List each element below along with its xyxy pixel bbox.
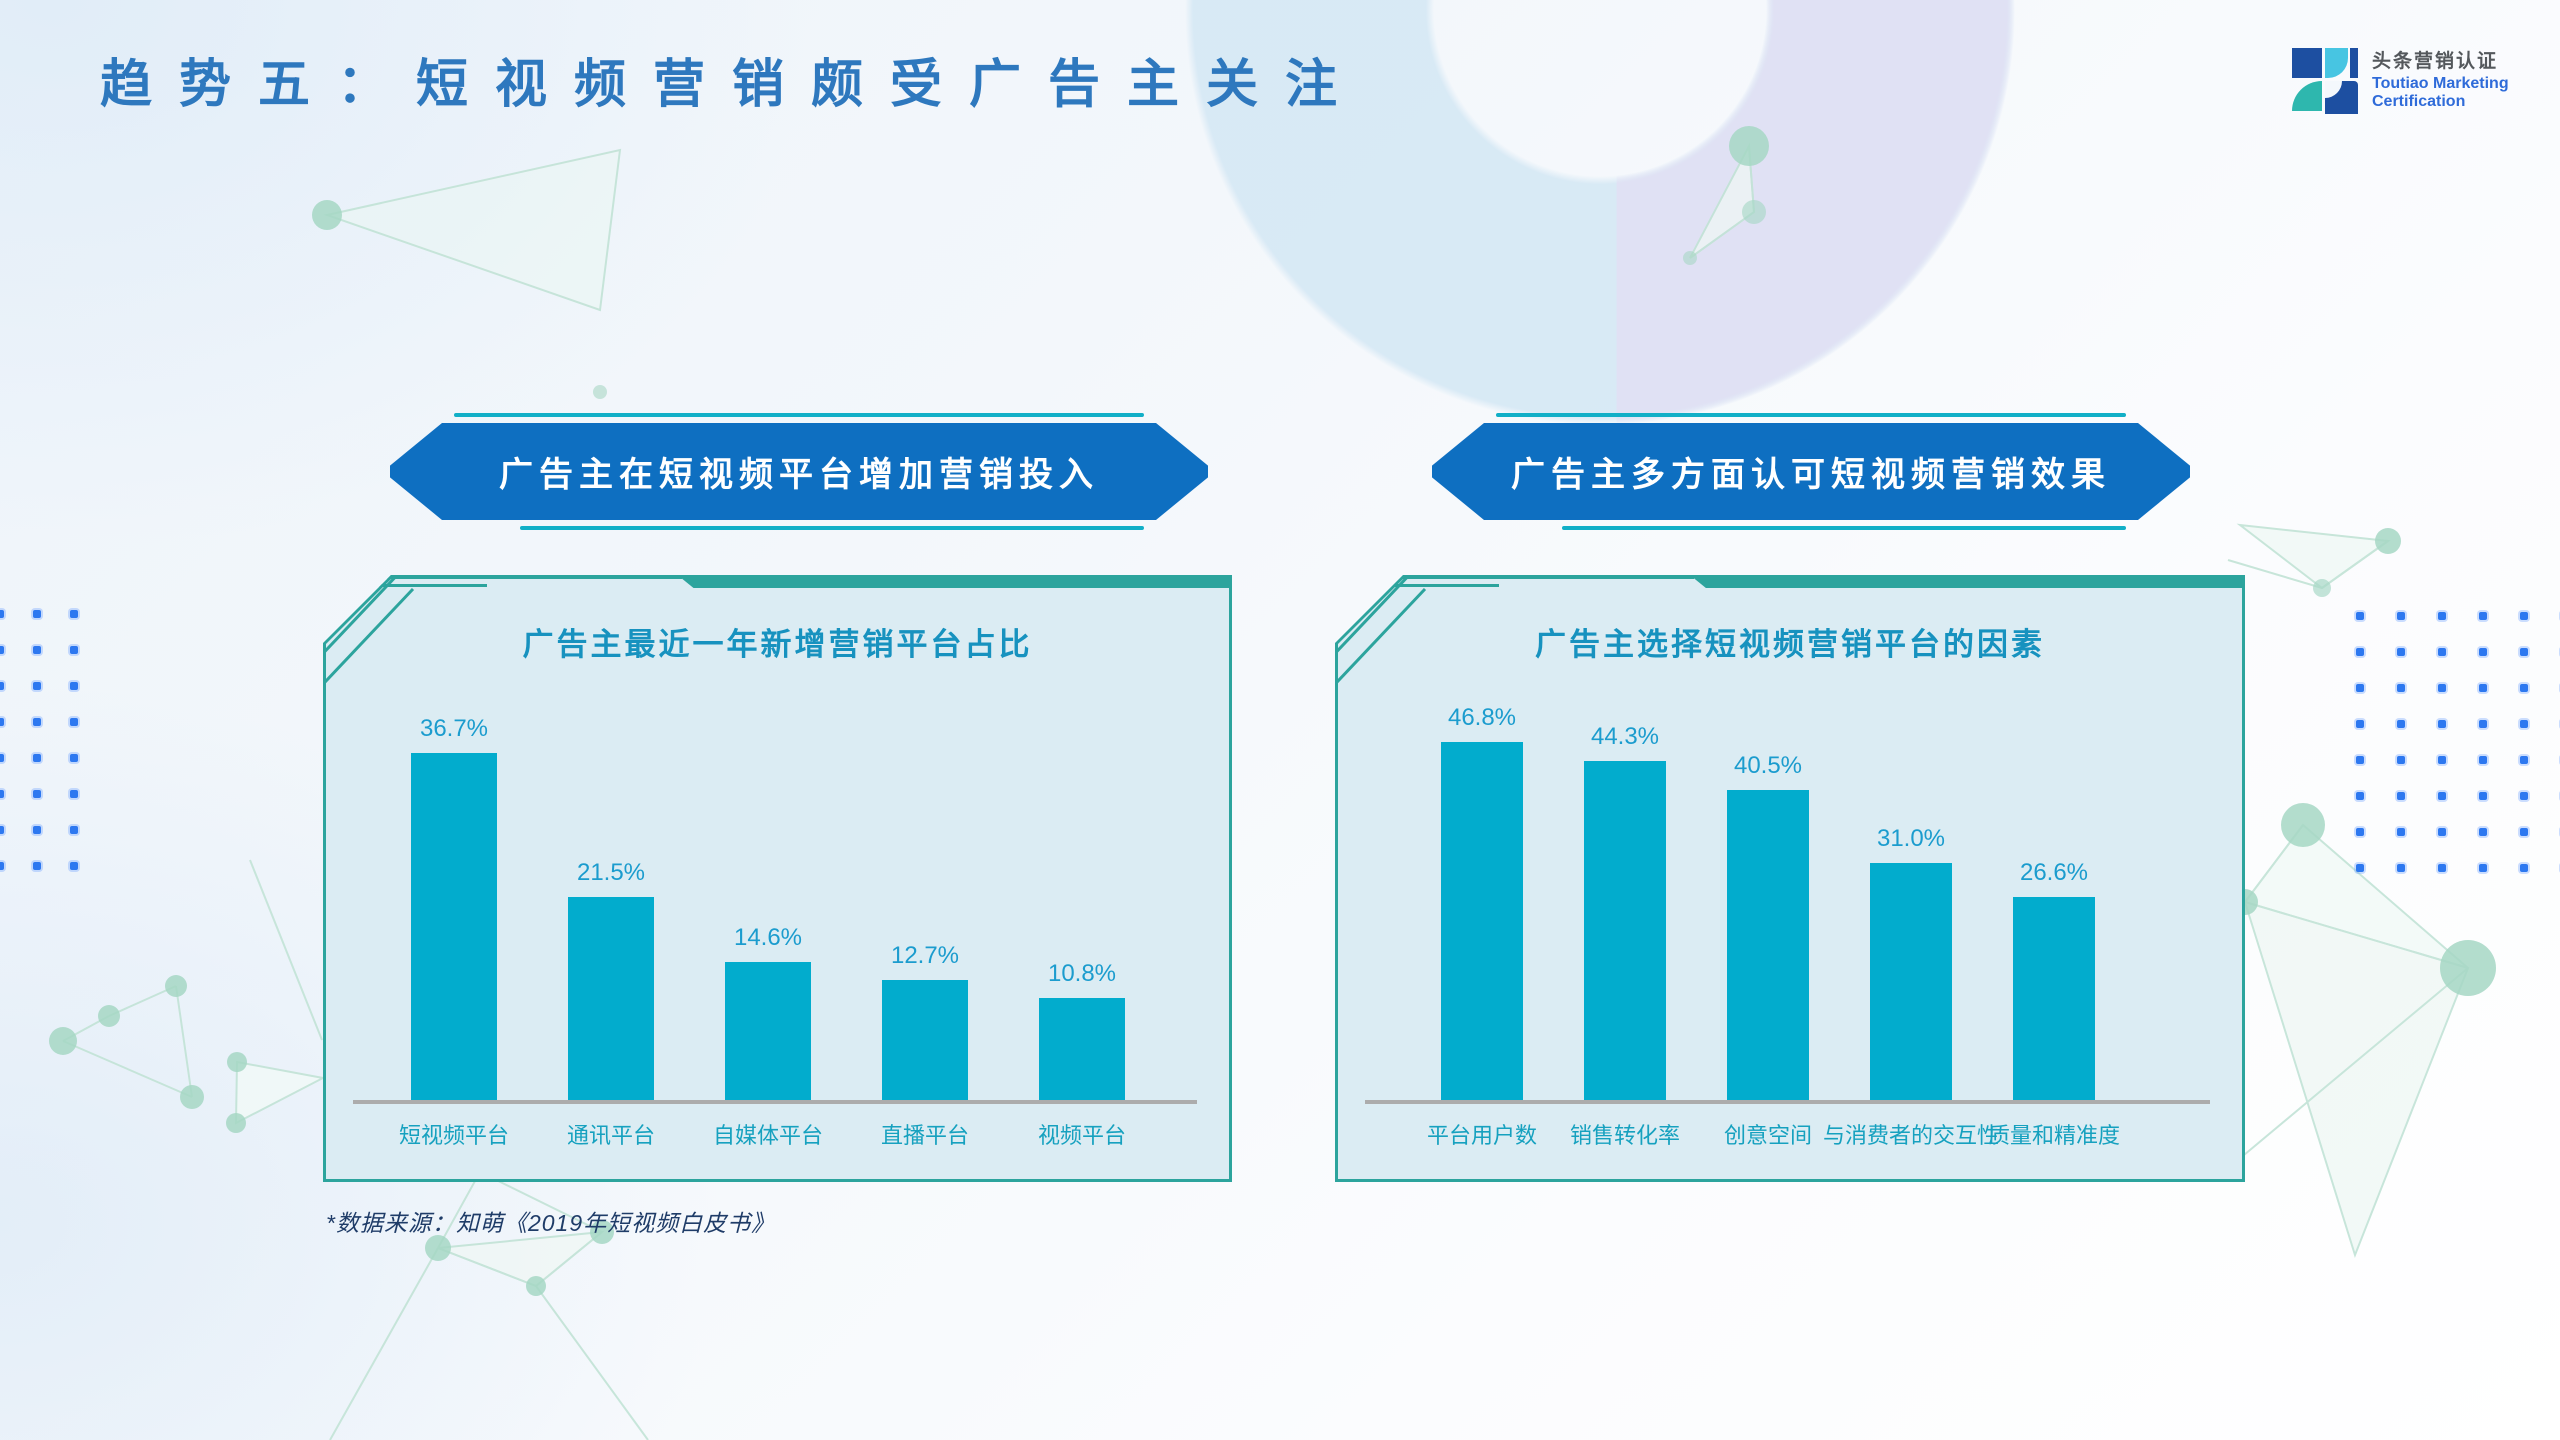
bar-value-label: 36.7% [419,715,489,742]
bar [1870,863,1952,1100]
bar-category-label: 质量和精准度 [1987,1123,2121,1148]
x-axis-baseline [1365,1100,2210,1104]
logo-name-en-line2: Certification [2372,93,2466,111]
bar [1727,790,1809,1100]
bar-value-label: 40.5% [1733,752,1803,779]
toutiao-logo-icon [2292,48,2358,114]
banner-right: 广告主多方面认可短视频营销效果 [1432,413,2190,530]
bar-column: 21.5% 通讯平台 [567,859,655,1148]
bar-group-left: 36.7% 短视频平台 21.5% 通讯平台 14.6% 自媒体平台 12.7%… [399,715,1126,1148]
logo-text: 头条营销认证 Toutiao Marketing Certification [2372,51,2509,111]
bar-column: 10.8% 视频平台 [1038,960,1126,1148]
panel-top-bar [677,575,1232,588]
toutiao-logo: 头条营销认证 Toutiao Marketing Certification [2292,48,2509,114]
slide-title: 趋势五：短视频营销颇受广告主关注 [100,56,1365,114]
banner-left-body: 广告主在短视频平台增加营销投入 [390,423,1208,520]
banner-left: 广告主在短视频平台增加营销投入 [390,413,1208,530]
bar-category-label: 与消费者的交互性 [1822,1123,2000,1148]
panel-top-line [1395,575,1694,579]
bar [2013,897,2095,1100]
panel-inner-line [1391,584,1499,587]
banner-right-body: 广告主多方面认可短视频营销效果 [1432,423,2190,520]
bar-value-label: 14.6% [733,924,803,951]
bar-category-label: 创意空间 [1723,1123,1813,1148]
banner-accent-line [1562,526,2126,530]
bar-column: 46.8% 平台用户数 [1427,704,1537,1148]
panel-corner-lines [1335,575,1427,701]
bar [882,980,968,1100]
panel-top-line [383,575,682,579]
bar [1441,742,1523,1100]
banner-accent-line [1496,413,2126,417]
bar-column: 44.3% 销售转化率 [1570,723,1680,1148]
bar-category-label: 销售转化率 [1569,1123,1681,1148]
chart-panel-left: 广告主最近一年新增营销平台占比 36.7% 短视频平台 21.5% 通讯平台 1… [323,575,1232,1182]
bar-column: 26.6% 质量和精准度 [1988,859,2120,1148]
banner-accent-line [454,413,1144,417]
bar [411,753,497,1100]
bar-value-label: 31.0% [1876,825,1946,852]
bar-value-label: 21.5% [576,859,646,886]
bar-column: 31.0% 与消费者的交互性 [1823,825,1999,1148]
bar-value-label: 26.6% [2019,859,2089,886]
chart-title-right: 广告主选择短视频营销平台的因素 [1535,627,2045,662]
bar-group-right: 46.8% 平台用户数 44.3% 销售转化率 40.5% 创意空间 31.0%… [1427,704,2120,1148]
bar [568,897,654,1100]
panel-inner-line [379,584,487,587]
bar-value-label: 12.7% [890,942,960,969]
x-axis-baseline [353,1100,1197,1104]
data-source-note: *数据来源：知萌《2019年短视频白皮书》 [326,1210,776,1236]
banner-left-label: 广告主在短视频平台增加营销投入 [499,456,1099,494]
bar-category-label: 自媒体平台 [712,1123,824,1148]
panel-top-bar [1689,575,2245,588]
bar-column: 40.5% 创意空间 [1724,752,1812,1148]
bar-column: 12.7% 直播平台 [881,942,969,1148]
chart-panel-right: 广告主选择短视频营销平台的因素 46.8% 平台用户数 44.3% 销售转化率 … [1335,575,2245,1182]
bar-value-label: 46.8% [1447,704,1517,731]
bar-value-label: 44.3% [1590,723,1660,750]
bar-category-label: 短视频平台 [398,1123,510,1148]
banner-right-label: 广告主多方面认可短视频营销效果 [1511,456,2111,494]
chart-title-left: 广告主最近一年新增营销平台占比 [522,627,1033,662]
bar [1039,998,1125,1100]
panel-corner-lines [323,575,415,701]
bar [725,962,811,1100]
bar-column: 36.7% 短视频平台 [399,715,509,1148]
banner-accent-line [520,526,1144,530]
logo-name-en-line1: Toutiao Marketing [2372,75,2509,93]
bar-category-label: 平台用户数 [1426,1123,1538,1148]
bar-category-label: 直播平台 [880,1123,970,1148]
bar-category-label: 视频平台 [1037,1123,1127,1148]
bar-column: 14.6% 自媒体平台 [713,924,823,1148]
logo-name-zh: 头条营销认证 [2372,50,2499,72]
bar-value-label: 10.8% [1047,960,1117,987]
bar-category-label: 通讯平台 [566,1123,656,1148]
bar [1584,761,1666,1100]
